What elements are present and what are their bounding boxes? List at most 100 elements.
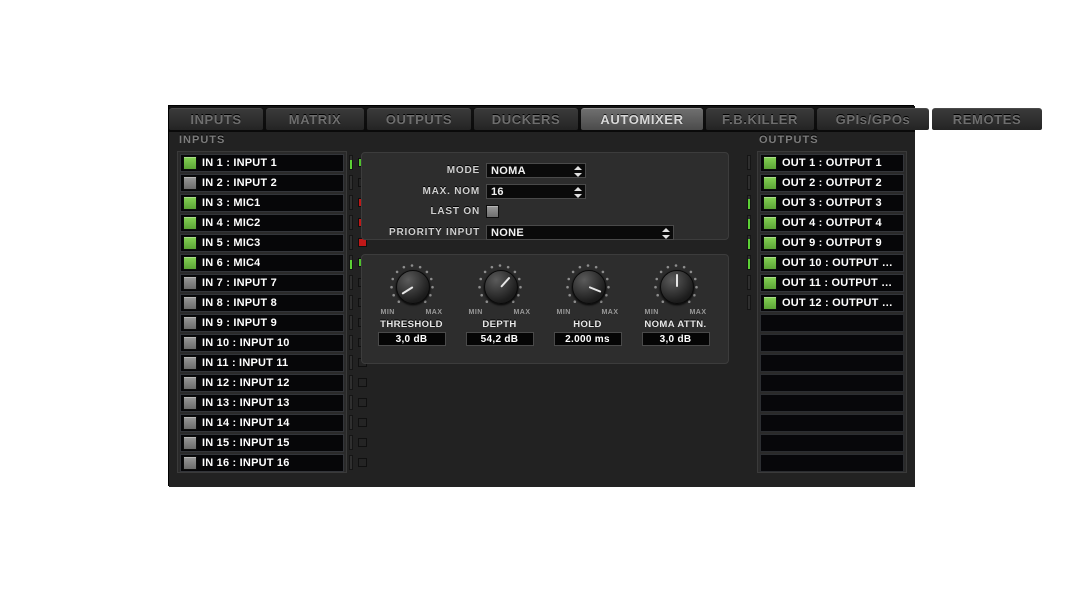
tab-outputs[interactable]: OUTPUTS	[367, 108, 471, 130]
max-nom-select[interactable]: 16	[486, 184, 586, 199]
priority-input-select[interactable]: NONE	[486, 225, 674, 240]
output-enable-toggle[interactable]	[763, 276, 777, 290]
input-enable-toggle[interactable]	[183, 176, 197, 190]
input-row[interactable]: IN 2 : INPUT 2	[180, 174, 344, 192]
knob-dial[interactable]	[483, 270, 518, 304]
output-row[interactable]: OUT 11 : OUTPUT …	[760, 274, 904, 292]
input-row[interactable]: IN 16 : INPUT 16	[180, 454, 344, 472]
output-level-meter	[747, 295, 751, 310]
input-status-led	[358, 378, 367, 387]
input-row[interactable]: IN 8 : INPUT 8	[180, 294, 344, 312]
input-enable-toggle[interactable]	[183, 296, 197, 310]
input-row[interactable]: IN 5 : MIC3	[180, 234, 344, 252]
output-meter-row	[747, 153, 757, 173]
output-row[interactable]: OUT 3 : OUTPUT 3	[760, 194, 904, 212]
input-row[interactable]: IN 6 : MIC4	[180, 254, 344, 272]
tab-matrix[interactable]: MATRIX	[266, 108, 364, 130]
output-row[interactable]: OUT 12 : OUTPUT …	[760, 294, 904, 312]
knob-title-label: NOMA ATTN.	[644, 319, 707, 330]
knob-dial[interactable]	[571, 270, 606, 304]
output-row-empty[interactable]	[760, 434, 904, 452]
input-name-label: IN 16 : INPUT 16	[202, 457, 290, 469]
input-enable-toggle[interactable]	[183, 256, 197, 270]
input-row[interactable]: IN 15 : INPUT 15	[180, 434, 344, 452]
input-enable-toggle[interactable]	[183, 436, 197, 450]
knob-cell: MIN MAX THRESHOLD 3,0 dB	[370, 263, 453, 346]
output-row[interactable]: OUT 2 : OUTPUT 2	[760, 174, 904, 192]
output-enable-toggle[interactable]	[763, 296, 777, 310]
input-row[interactable]: IN 3 : MIC1	[180, 194, 344, 212]
outputs-meter-column	[747, 153, 757, 473]
output-row-empty[interactable]	[760, 414, 904, 432]
input-status-led	[358, 398, 367, 407]
input-row[interactable]: IN 10 : INPUT 10	[180, 334, 344, 352]
knob-hold[interactable]	[565, 263, 611, 309]
output-enable-toggle[interactable]	[763, 176, 777, 190]
output-enable-toggle[interactable]	[763, 216, 777, 230]
input-row[interactable]: IN 13 : INPUT 13	[180, 394, 344, 412]
output-row-empty[interactable]	[760, 454, 904, 472]
input-row[interactable]: IN 11 : INPUT 11	[180, 354, 344, 372]
input-row[interactable]: IN 14 : INPUT 14	[180, 414, 344, 432]
output-enable-toggle[interactable]	[763, 256, 777, 270]
output-row[interactable]: OUT 10 : OUTPUT …	[760, 254, 904, 272]
input-name-label: IN 14 : INPUT 14	[202, 417, 290, 429]
input-enable-toggle[interactable]	[183, 216, 197, 230]
output-row-empty[interactable]	[760, 314, 904, 332]
input-enable-toggle[interactable]	[183, 196, 197, 210]
knob-threshold[interactable]	[389, 263, 435, 309]
input-row[interactable]: IN 7 : INPUT 7	[180, 274, 344, 292]
input-row[interactable]: IN 1 : INPUT 1	[180, 154, 344, 172]
tab-f-b-killer[interactable]: F.B.KILLER	[706, 108, 814, 130]
output-row-empty[interactable]	[760, 394, 904, 412]
knob-dial[interactable]	[395, 270, 430, 304]
knob-value-field[interactable]: 54,2 dB	[465, 332, 534, 346]
knob-range-labels: MIN MAX	[557, 309, 619, 318]
input-name-label: IN 2 : INPUT 2	[202, 177, 277, 189]
input-enable-toggle[interactable]	[183, 416, 197, 430]
input-enable-toggle[interactable]	[183, 236, 197, 250]
knob-depth[interactable]	[477, 263, 523, 309]
output-enable-toggle[interactable]	[763, 236, 777, 250]
input-row[interactable]: IN 12 : INPUT 12	[180, 374, 344, 392]
tab-gpis-gpos[interactable]: GPIs/GPOs	[817, 108, 929, 130]
input-row[interactable]: IN 4 : MIC2	[180, 214, 344, 232]
output-row-empty[interactable]	[760, 334, 904, 352]
input-enable-toggle[interactable]	[183, 316, 197, 330]
input-level-meter	[349, 255, 353, 270]
input-enable-toggle[interactable]	[183, 156, 197, 170]
output-enable-toggle[interactable]	[763, 156, 777, 170]
tab-duckers[interactable]: DUCKERS	[474, 108, 578, 130]
priority-input-value: NONE	[491, 226, 524, 239]
tab-inputs[interactable]: INPUTS	[169, 108, 263, 130]
output-row-empty[interactable]	[760, 354, 904, 372]
output-level-meter	[747, 175, 751, 190]
output-enable-toggle[interactable]	[763, 196, 777, 210]
knob-value-field[interactable]: 2.000 ms	[553, 332, 622, 346]
output-row[interactable]: OUT 9 : OUTPUT 9	[760, 234, 904, 252]
mode-select[interactable]: NOMA	[486, 163, 586, 178]
input-name-label: IN 8 : INPUT 8	[202, 297, 277, 309]
output-row[interactable]: OUT 4 : OUTPUT 4	[760, 214, 904, 232]
knob-cell: MIN MAX HOLD 2.000 ms	[546, 263, 629, 346]
knob-noma-attn[interactable]	[653, 263, 699, 309]
input-enable-toggle[interactable]	[183, 376, 197, 390]
last-on-checkbox[interactable]	[486, 205, 499, 218]
input-enable-toggle[interactable]	[183, 356, 197, 370]
input-enable-toggle[interactable]	[183, 336, 197, 350]
input-row[interactable]: IN 9 : INPUT 9	[180, 314, 344, 332]
knob-value-field[interactable]: 3,0 dB	[377, 332, 446, 346]
input-name-label: IN 1 : INPUT 1	[202, 157, 277, 169]
input-enable-toggle[interactable]	[183, 456, 197, 470]
output-row[interactable]: OUT 1 : OUTPUT 1	[760, 154, 904, 172]
tab-automixer[interactable]: AUTOMIXER	[581, 108, 703, 130]
knob-max-label: MAX	[425, 309, 443, 316]
input-enable-toggle[interactable]	[183, 396, 197, 410]
output-row-empty[interactable]	[760, 374, 904, 392]
knob-dial[interactable]	[659, 270, 694, 304]
output-name-label: OUT 2 : OUTPUT 2	[782, 177, 882, 189]
knob-value-field[interactable]: 3,0 dB	[641, 332, 710, 346]
outputs-list: OUT 1 : OUTPUT 1 OUT 2 : OUTPUT 2 OUT 3 : …	[757, 151, 907, 473]
input-enable-toggle[interactable]	[183, 276, 197, 290]
tab-remotes[interactable]: REMOTES	[932, 108, 1042, 130]
